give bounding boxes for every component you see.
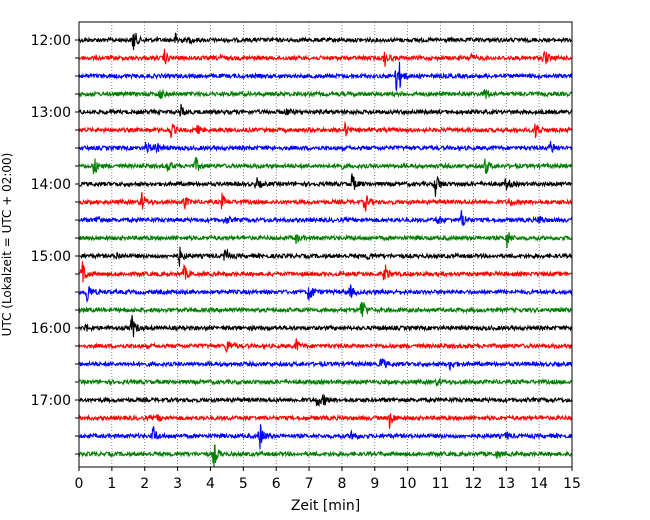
trace-1315: [78, 120, 573, 139]
x-tick-label-8: 8: [337, 476, 346, 492]
x-tick-label-5: 5: [239, 476, 248, 492]
trace-1330: [78, 141, 573, 154]
x-tick-label-14: 14: [530, 476, 548, 492]
trace-1245: [78, 88, 573, 100]
trace-1215: [78, 48, 573, 67]
trace-1730: [78, 424, 573, 450]
x-tick-label-15: 15: [563, 476, 581, 492]
plot-frame: [78, 21, 573, 468]
trace-1400: [78, 173, 573, 197]
y-axis: 12:00 13:00 14:00 15:00 16:00 17:00: [31, 33, 79, 455]
trace-1230: [78, 61, 573, 91]
trace-1430: [78, 210, 573, 227]
trace-1715: [78, 413, 573, 429]
y-tick-label-1400: 14:00: [31, 177, 71, 193]
x-tick-label-7: 7: [305, 476, 314, 492]
trace-1600: [78, 315, 573, 338]
x-tick-label-4: 4: [206, 476, 215, 492]
trace-1300: [78, 103, 573, 117]
y-axis-label: UTC (Lokalzeit = UTC + 02:00): [0, 153, 14, 337]
x-axis: 0 1 2 3 4 5 6 7 8 9 10 11 12 13 14 15: [75, 467, 581, 492]
x-tick-label-12: 12: [464, 476, 482, 492]
x-tick-label-9: 9: [370, 476, 379, 492]
traces-layer: [78, 32, 573, 467]
x-tick-label-3: 3: [173, 476, 182, 492]
trace-1545: [78, 302, 573, 317]
trace-1200: [78, 32, 573, 51]
trace-1745: [78, 444, 573, 467]
trace-1500: [78, 246, 573, 267]
y-tick-label-1600: 16:00: [31, 321, 71, 337]
x-tick-label-6: 6: [272, 476, 281, 492]
trace-1345: [78, 156, 573, 175]
trace-1630: [78, 357, 573, 372]
y-tick-label-1500: 15:00: [31, 249, 71, 265]
x-tick-label-0: 0: [75, 476, 84, 492]
trace-1445: [78, 232, 573, 249]
x-axis-label: Zeit [min]: [291, 498, 360, 514]
trace-1515: [78, 261, 573, 283]
x-tick-label-13: 13: [497, 476, 515, 492]
x-tick-label-10: 10: [399, 476, 417, 492]
x-tick-label-1: 1: [107, 476, 116, 492]
x-tick-label-11: 11: [432, 476, 450, 492]
grid-layer: [111, 22, 540, 467]
trace-1615: [78, 338, 573, 354]
trace-1530: [78, 284, 573, 304]
y-tick-label-1200: 12:00: [31, 33, 71, 49]
y-tick-label-1700: 17:00: [31, 393, 71, 409]
trace-1700: [78, 393, 573, 408]
trace-1645: [78, 376, 573, 387]
x-tick-label-2: 2: [140, 476, 149, 492]
y-tick-label-1300: 13:00: [31, 105, 71, 121]
trace-1415: [78, 192, 573, 212]
